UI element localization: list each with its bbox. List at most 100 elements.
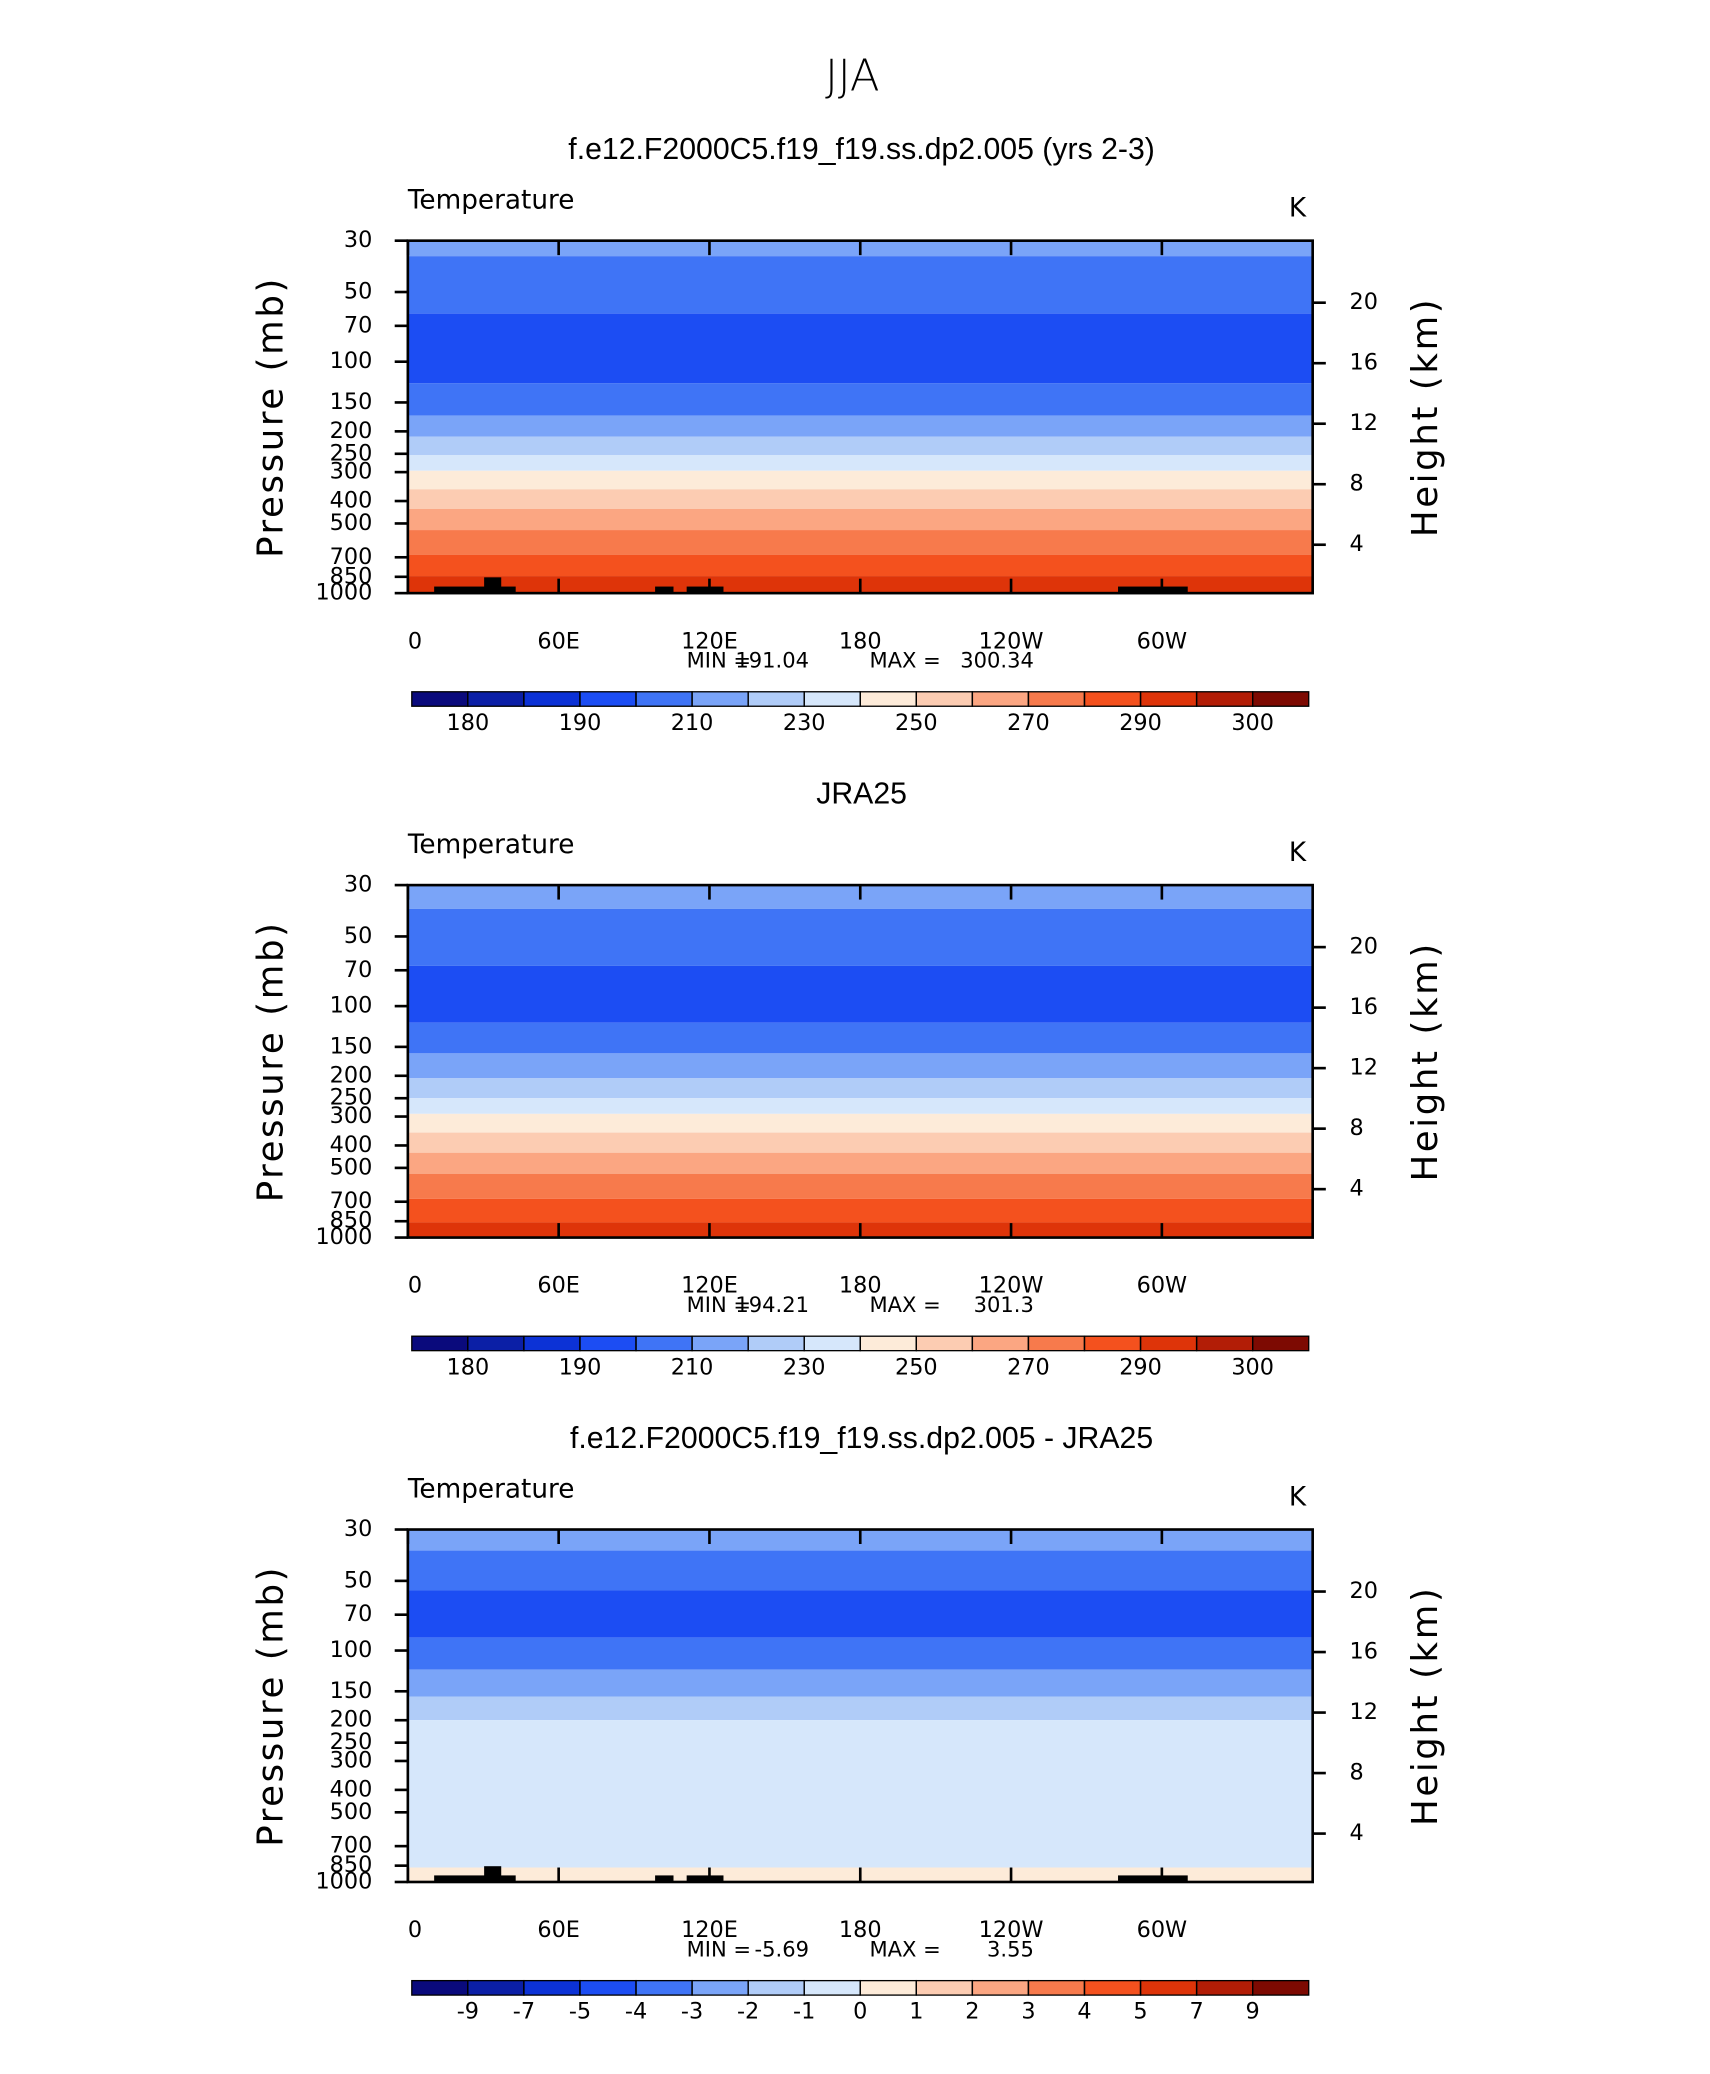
colorbar-label: 300 [1231, 1354, 1274, 1380]
y-tick-label: 150 [330, 1678, 373, 1704]
colorbar-box [635, 691, 693, 707]
y-tick-label: 200 [330, 1707, 373, 1733]
y2-tick-label: 4 [1349, 1820, 1363, 1846]
y-tick-label: 100 [330, 348, 373, 374]
y-tick-label: 400 [330, 1132, 373, 1158]
y2-tick-label: 8 [1349, 471, 1363, 497]
max-value: 301.3 [974, 1292, 1034, 1317]
panel-title: JRA25 [816, 778, 907, 811]
colorbar-label: 9 [1246, 1999, 1260, 2025]
colorbar-box [1195, 691, 1254, 707]
colorbar-box [1195, 1335, 1254, 1352]
topography-block [655, 586, 674, 594]
min-text: MIN = [687, 1936, 751, 1961]
colorbar-label: 5 [1133, 1999, 1147, 2025]
x-tick-label: 180 [839, 628, 882, 654]
contour-band [407, 470, 1313, 490]
colorbar-label: -9 [457, 1999, 479, 2025]
colorbar-label: 180 [447, 1354, 490, 1380]
contour-band [407, 1132, 1313, 1153]
x-tick-label: 60W [1137, 1917, 1188, 1943]
contour-band [407, 509, 1313, 531]
variable-label: Temperature [407, 1475, 575, 1505]
x-tick-label: 120W [979, 1917, 1044, 1943]
colorbar-label: 4 [1077, 1999, 1091, 2025]
colorbar-box [971, 1335, 1030, 1352]
contour-band [407, 489, 1313, 510]
y2-tick-label: 12 [1349, 1055, 1377, 1081]
colorbar-label: 180 [447, 710, 490, 736]
colorbar-label: 230 [783, 1354, 826, 1380]
colorbar-box [1027, 1979, 1086, 1996]
y-tick-label: 700 [330, 544, 373, 570]
y-tick-label: 300 [330, 1103, 373, 1129]
x-tick-label: 60W [1137, 1273, 1188, 1299]
y2-axis-label: Height (km) [1405, 297, 1446, 537]
y-tick-label: 850 [330, 1852, 373, 1878]
y-tick-label: 100 [330, 1637, 373, 1663]
min-text: MIN = [687, 1292, 751, 1317]
colorbar-label: 3 [1021, 1999, 1035, 2025]
colorbar-box [803, 1335, 861, 1352]
colorbar-box [411, 691, 469, 707]
colorbar-label: 290 [1119, 710, 1162, 736]
colorbar-box [1195, 1979, 1254, 1996]
y-tick-label: 300 [330, 1747, 373, 1773]
y2-axis-label: Height (km) [1405, 941, 1446, 1181]
colorbar-box [859, 691, 917, 707]
colorbar-label: 190 [559, 1354, 602, 1380]
colorbar-box [523, 1335, 581, 1352]
x-tick-label: 120E [681, 628, 738, 654]
y2-tick-label: 8 [1349, 1760, 1363, 1786]
x-tick-label: 0 [408, 628, 422, 654]
variable-label: Temperature [407, 830, 575, 860]
colorbar-box [411, 1979, 469, 1996]
colorbar-label: 270 [1007, 1354, 1050, 1380]
y-tick-label: 250 [330, 440, 373, 466]
y-tick-label: 500 [330, 510, 373, 536]
colorbar-label: 7 [1190, 1999, 1204, 2025]
contour-band [407, 1198, 1313, 1223]
max-text: MAX = [869, 1292, 940, 1317]
y-tick-label: 700 [330, 1188, 373, 1214]
topography [434, 577, 1188, 594]
x-tick-label: 120E [681, 1917, 738, 1943]
max-text: MAX = [869, 1936, 940, 1961]
colorbar-box [1139, 1335, 1198, 1352]
colorbar-label: -2 [737, 1999, 759, 2025]
colorbar-box [1252, 1335, 1310, 1352]
colorbar-label: 2 [965, 1999, 979, 2025]
colorbar-box [803, 691, 861, 707]
colorbar-box [1139, 691, 1198, 707]
colorbar-box [859, 1979, 917, 1996]
topography-block [1118, 1875, 1188, 1882]
y-tick-label: 1000 [315, 1224, 372, 1250]
y2-tick-label: 8 [1349, 1115, 1363, 1141]
y-tick-label: 200 [330, 418, 373, 444]
colorbar-label: -1 [793, 1999, 815, 2025]
topography-block [484, 577, 502, 594]
contour-band [407, 1669, 1313, 1697]
colorbar-box [1027, 691, 1086, 707]
y2-tick-label: 4 [1349, 1176, 1363, 1202]
colorbar-box [579, 691, 637, 707]
contour-band [407, 1053, 1313, 1079]
colorbar-box [579, 1335, 637, 1352]
panel-title: f.e12.F2000C5.f19_f19.ss.dp2.005 - JRA25 [570, 1422, 1153, 1455]
colorbar-box [747, 1979, 805, 1996]
y2-tick-label: 20 [1349, 289, 1377, 315]
colorbar-box [411, 1335, 469, 1352]
colorbar-box [579, 1979, 637, 1996]
variable-label: Temperature [407, 186, 575, 216]
colorbar-label: 210 [671, 1354, 714, 1380]
topography-block [655, 1875, 674, 1882]
y-tick-label: 70 [344, 312, 372, 338]
topography-block [686, 586, 724, 594]
contour-band [407, 415, 1313, 437]
colorbar-box [747, 691, 805, 707]
y-tick-label: 70 [344, 957, 372, 983]
contour-band [407, 965, 1313, 1023]
y-tick-label: 1000 [315, 1868, 372, 1894]
colorbar-box [523, 1979, 581, 1996]
